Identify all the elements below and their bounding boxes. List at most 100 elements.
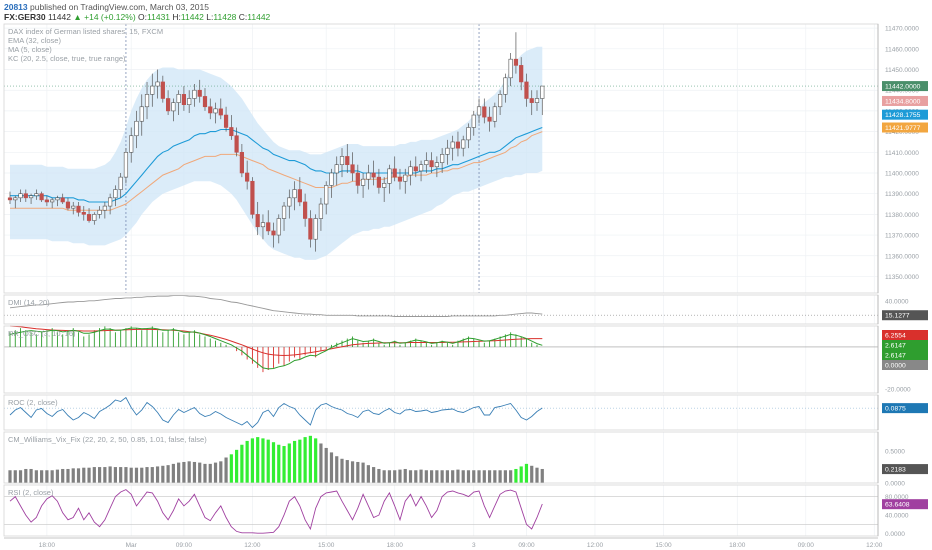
candle[interactable] — [108, 193, 113, 215]
candle[interactable] — [440, 148, 445, 173]
candle[interactable] — [445, 139, 450, 165]
candle[interactable] — [245, 160, 250, 190]
candle[interactable] — [292, 181, 297, 211]
candle[interactable] — [13, 195, 18, 209]
candle[interactable] — [303, 193, 308, 227]
candle[interactable] — [150, 73, 155, 107]
candle[interactable] — [387, 164, 392, 194]
candle[interactable] — [371, 160, 376, 186]
candle[interactable] — [450, 135, 455, 161]
candle[interactable] — [197, 79, 202, 103]
candle[interactable] — [360, 172, 366, 198]
candle[interactable] — [239, 144, 244, 178]
candle[interactable] — [529, 90, 534, 116]
candle[interactable] — [334, 156, 339, 186]
candle[interactable] — [313, 214, 318, 252]
candle[interactable] — [18, 189, 23, 202]
candle[interactable] — [429, 152, 434, 173]
candle[interactable] — [376, 168, 382, 194]
candle[interactable] — [166, 90, 171, 116]
candle[interactable] — [129, 127, 134, 163]
candle[interactable] — [23, 189, 28, 202]
candle[interactable] — [355, 164, 360, 194]
candle[interactable] — [208, 98, 213, 120]
candle[interactable] — [418, 160, 424, 182]
candle[interactable] — [455, 131, 461, 157]
candle[interactable] — [487, 106, 492, 132]
price-pane[interactable]: 11470.0000 11460.0000 11450.0000 11440.0000… — [3, 23, 932, 294]
candle[interactable] — [287, 189, 292, 219]
candle[interactable] — [123, 148, 129, 184]
candle[interactable] — [281, 201, 287, 231]
candle[interactable] — [276, 214, 281, 244]
candle[interactable] — [113, 185, 118, 207]
candle[interactable] — [71, 201, 76, 215]
candle[interactable] — [65, 197, 71, 211]
candle[interactable] — [155, 69, 160, 99]
candle[interactable] — [134, 110, 139, 149]
candle[interactable] — [471, 110, 476, 136]
candle[interactable] — [392, 156, 397, 182]
candle[interactable] — [7, 191, 13, 205]
candle[interactable] — [503, 73, 508, 103]
candle[interactable] — [424, 152, 429, 173]
candle[interactable] — [218, 98, 223, 120]
candle[interactable] — [350, 152, 355, 182]
candle[interactable] — [250, 177, 255, 219]
candle[interactable] — [176, 90, 181, 116]
candle[interactable] — [202, 88, 208, 111]
candle[interactable] — [482, 98, 487, 124]
candle[interactable] — [382, 177, 387, 202]
candle[interactable] — [50, 197, 55, 209]
candle[interactable] — [324, 181, 329, 215]
candle[interactable] — [403, 168, 408, 194]
roc-pane[interactable]: ROC (2, close) 0.0875 — [3, 394, 932, 431]
candle[interactable] — [81, 206, 86, 221]
candle[interactable] — [187, 90, 192, 113]
candle[interactable] — [234, 127, 239, 157]
candle[interactable] — [408, 160, 413, 186]
chart-canvas[interactable]: 11470.0000 11460.0000 11450.0000 11440.0000… — [0, 22, 932, 550]
candle[interactable] — [39, 191, 44, 202]
candle[interactable] — [223, 106, 229, 132]
candle[interactable] — [144, 81, 150, 120]
candle[interactable] — [329, 168, 334, 198]
candle[interactable] — [397, 168, 403, 190]
candle[interactable] — [139, 94, 144, 136]
candle[interactable] — [160, 75, 165, 103]
author-name[interactable]: 20813 — [4, 2, 28, 12]
candle[interactable] — [318, 197, 324, 231]
candle[interactable] — [519, 57, 524, 91]
candle[interactable] — [55, 195, 60, 207]
candle[interactable] — [413, 156, 418, 178]
candle[interactable] — [492, 102, 497, 128]
candle[interactable] — [76, 201, 81, 217]
candle[interactable] — [213, 102, 218, 124]
vix-fix-pane[interactable]: 0.5000 0.0000 CM_Williams_Vix_Fix (22, 20,… — [3, 431, 932, 488]
candle[interactable] — [461, 135, 466, 157]
candle[interactable] — [476, 98, 482, 124]
candle[interactable] — [60, 193, 65, 205]
candle[interactable] — [524, 73, 529, 107]
candle[interactable] — [498, 90, 503, 116]
candle[interactable] — [181, 86, 187, 111]
candle[interactable] — [466, 123, 471, 149]
rr-osc-pane[interactable]: -20.0000 RR_OSC (3, 10, 16) 6.2554 2.6147 2.… — [3, 325, 932, 394]
candle[interactable] — [28, 193, 34, 205]
candle[interactable] — [366, 164, 371, 190]
candle[interactable] — [308, 210, 313, 248]
candle[interactable] — [229, 115, 234, 140]
candle[interactable] — [271, 222, 276, 248]
candle[interactable] — [513, 32, 519, 74]
candle[interactable] — [92, 212, 97, 225]
rsi-pane[interactable]: 80.0000 40.0000 0.0000 RSI (2, close) 63.640… — [3, 484, 932, 538]
candle[interactable] — [34, 189, 39, 200]
candle[interactable] — [297, 177, 302, 207]
candle[interactable] — [118, 172, 123, 198]
candle[interactable] — [255, 201, 260, 236]
candle[interactable] — [97, 206, 102, 219]
candle[interactable] — [260, 214, 266, 240]
candle[interactable] — [171, 98, 176, 122]
dmi-pane[interactable]: 40.0000 DMI (14, 20) 15.1277 — [3, 294, 932, 325]
candle[interactable] — [192, 84, 197, 107]
